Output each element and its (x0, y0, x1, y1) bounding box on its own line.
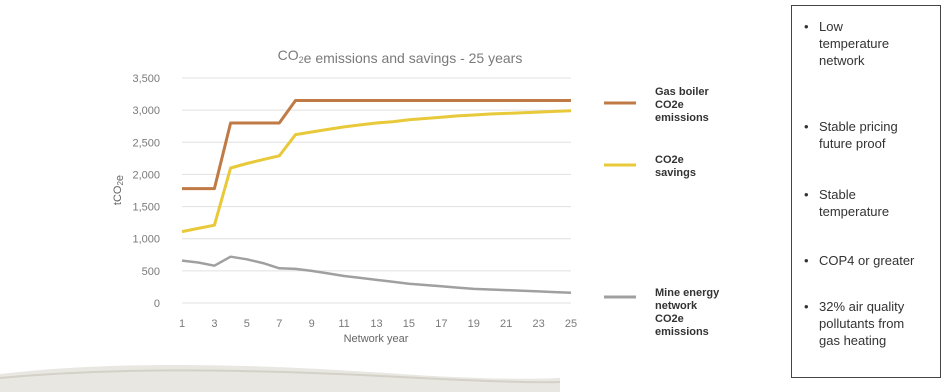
benefit-text-line: Stable pricing (819, 119, 898, 134)
x-tick-label: 9 (309, 318, 315, 330)
series-line (181, 255, 572, 294)
legend-label: emissions (655, 326, 709, 338)
legend-label: network (655, 300, 698, 312)
legend-label: Gas boiler (655, 86, 710, 98)
benefits-box: • Low temperature network • Stable pricing fut… (791, 5, 941, 378)
x-tick-label: 21 (500, 318, 512, 330)
legend-label: Mine energy (655, 287, 720, 299)
benefit-text: Low temperature network (819, 18, 941, 69)
x-tick-label: 25 (565, 318, 577, 330)
series-line (181, 109, 572, 234)
line-chart: CO2e emissions and savings - 25 years 0 50… (112, 47, 720, 345)
y-tick-label: 0 (154, 298, 160, 310)
legend-label: CO2e (655, 154, 684, 166)
bullet-icon: • (804, 299, 809, 314)
x-tick-label: 17 (435, 318, 447, 330)
bullet-icon: • (804, 119, 809, 134)
benefit-text: COP4 or greater (819, 252, 941, 269)
chart-area: CO2e emissions and savings - 25 years 0 50… (112, 47, 720, 345)
y-tick-label: 2,000 (132, 169, 160, 181)
legend-label: CO2e (655, 313, 684, 325)
y-tick-label: 2,500 (132, 137, 160, 149)
bullet-icon: • (804, 19, 809, 34)
y-tick-label: 500 (142, 266, 160, 278)
benefit-text-line: pollutants from (819, 316, 905, 331)
y-tick-label: 3,500 (132, 73, 160, 85)
benefit-text: Stable temperature (819, 186, 941, 220)
x-tick-label: 11 (338, 318, 349, 330)
benefit-text-line: future proof (819, 136, 886, 151)
x-tick-label: 7 (276, 318, 282, 330)
y-tick-label: 1,000 (132, 234, 160, 246)
bullet-icon: • (804, 253, 809, 268)
x-axis-title: Network year (344, 333, 409, 345)
x-tick-label: 3 (211, 318, 217, 330)
benefit-text: 32% air quality pollutants from gas heatin… (819, 298, 941, 349)
benefit-text-line: gas heating (819, 333, 887, 348)
legend-label: CO2e (655, 99, 684, 111)
x-tick-label: 1 (179, 318, 185, 330)
x-tick-label: 23 (532, 318, 544, 330)
x-tick-label: 19 (468, 318, 480, 330)
series-line (182, 99, 571, 191)
benefit-text-line: Low (819, 19, 843, 34)
x-tick-label: 13 (370, 318, 382, 330)
chart-title: CO2e emissions and savings - 25 years (278, 47, 523, 66)
decorative-swoosh (0, 364, 560, 392)
x-tick-label: 5 (244, 318, 250, 330)
benefit-text-line: COP4 or greater (819, 253, 915, 268)
benefit-text-line: Stable (819, 187, 856, 202)
y-tick-label: 1,500 (132, 202, 160, 214)
benefit-text: Stable pricing future proof (819, 118, 941, 152)
benefit-text-line: temperature (819, 204, 890, 219)
bullet-icon: • (804, 187, 809, 202)
benefit-text-line: network (819, 53, 865, 68)
y-axis-title: tCO2e (112, 175, 126, 205)
legend-label: emissions (655, 112, 709, 124)
legend-label: savings (655, 167, 696, 179)
y-tick-label: 3,000 (132, 105, 160, 117)
benefit-text-line: 32% air quality (819, 299, 905, 314)
benefit-text-line: temperature (819, 36, 890, 51)
x-tick-label: 15 (403, 318, 415, 330)
